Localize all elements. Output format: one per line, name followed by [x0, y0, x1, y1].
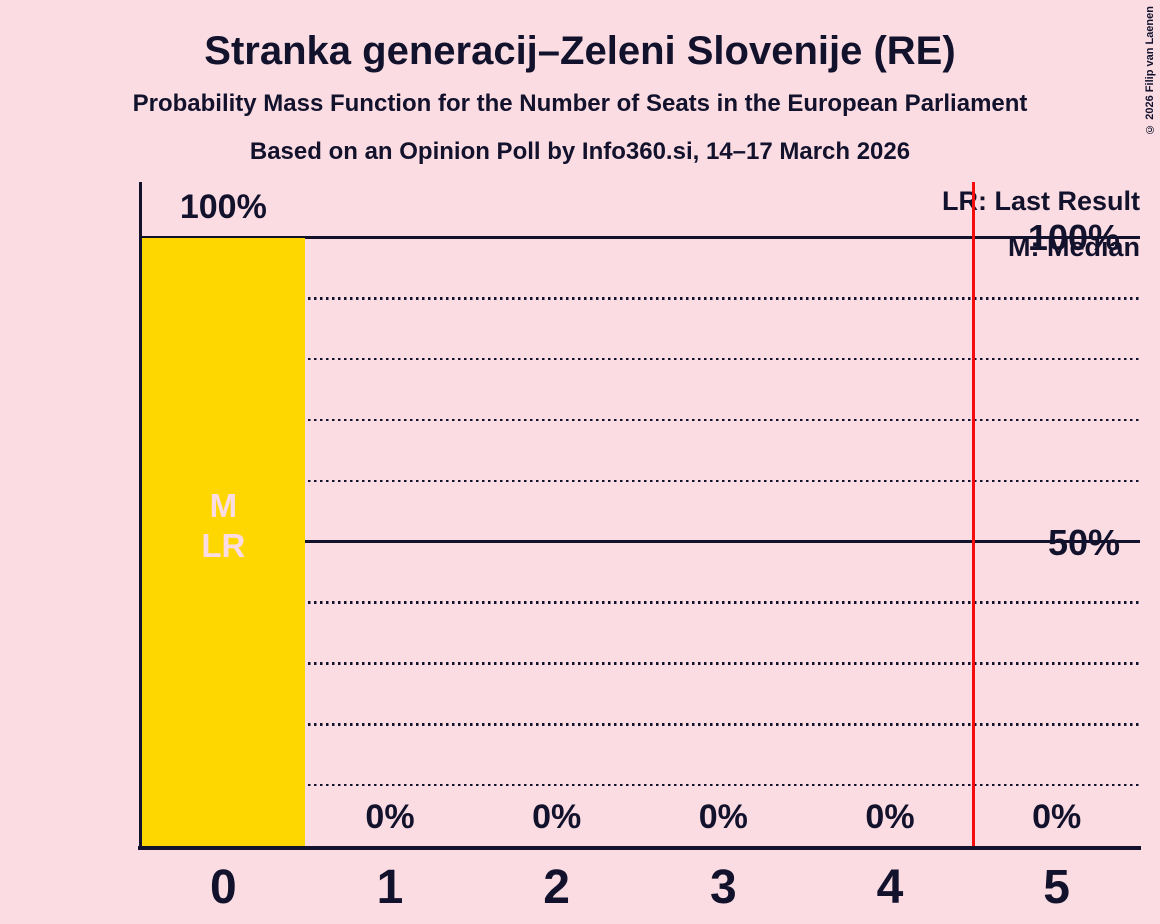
bar-0 — [141, 237, 306, 846]
chart-title: Stranka generacij–Zeleni Slovenije (RE) — [204, 29, 956, 73]
gridline-dotted-80 — [140, 357, 1140, 361]
copyright-text: © 2026 Filip van Laenen — [1144, 6, 1156, 135]
x-tick-label-5: 5 — [1043, 861, 1070, 914]
marker-symbol-m: M — [209, 487, 238, 524]
gridline-dotted-20 — [140, 723, 1140, 726]
x-tick-label-2: 2 — [543, 861, 570, 914]
gridline-dotted-90 — [140, 297, 1140, 300]
x-tick-label-0: 0 — [209, 861, 237, 914]
bar-value-label-3: 0% — [698, 798, 748, 836]
bar-value-label-0: 100% — [179, 187, 267, 226]
y-axis-line — [138, 182, 142, 850]
x-tick-label-3: 3 — [709, 861, 737, 914]
gridline-dotted-70 — [140, 418, 1140, 422]
gridline-dotted-10 — [140, 783, 1140, 787]
gridline-dotted-60 — [140, 479, 1140, 483]
reference-line — [971, 182, 976, 846]
x-axis-line — [138, 846, 1141, 850]
bar-value-label-5: 0% — [1032, 798, 1082, 836]
chart-subtitle: Probability Mass Function for the Number… — [132, 90, 1028, 117]
poll-source-line: Based on an Opinion Poll by Info360.si, … — [249, 138, 911, 165]
bar-value-label-4: 0% — [865, 798, 915, 836]
gridline-solid-50 — [140, 540, 1140, 544]
median-last-result-marker: M LR — [140, 486, 307, 566]
gridline-dotted-40 — [140, 601, 1140, 604]
x-tick-label-4: 4 — [876, 861, 904, 914]
gridline-dotted-30 — [140, 662, 1140, 665]
x-tick-label-1: 1 — [376, 861, 404, 914]
bar-value-label-1: 0% — [365, 798, 415, 836]
gridline-solid-100 — [140, 236, 1140, 239]
marker-symbol-lr: LR — [201, 527, 246, 564]
bar-value-label-2: 0% — [532, 798, 582, 836]
